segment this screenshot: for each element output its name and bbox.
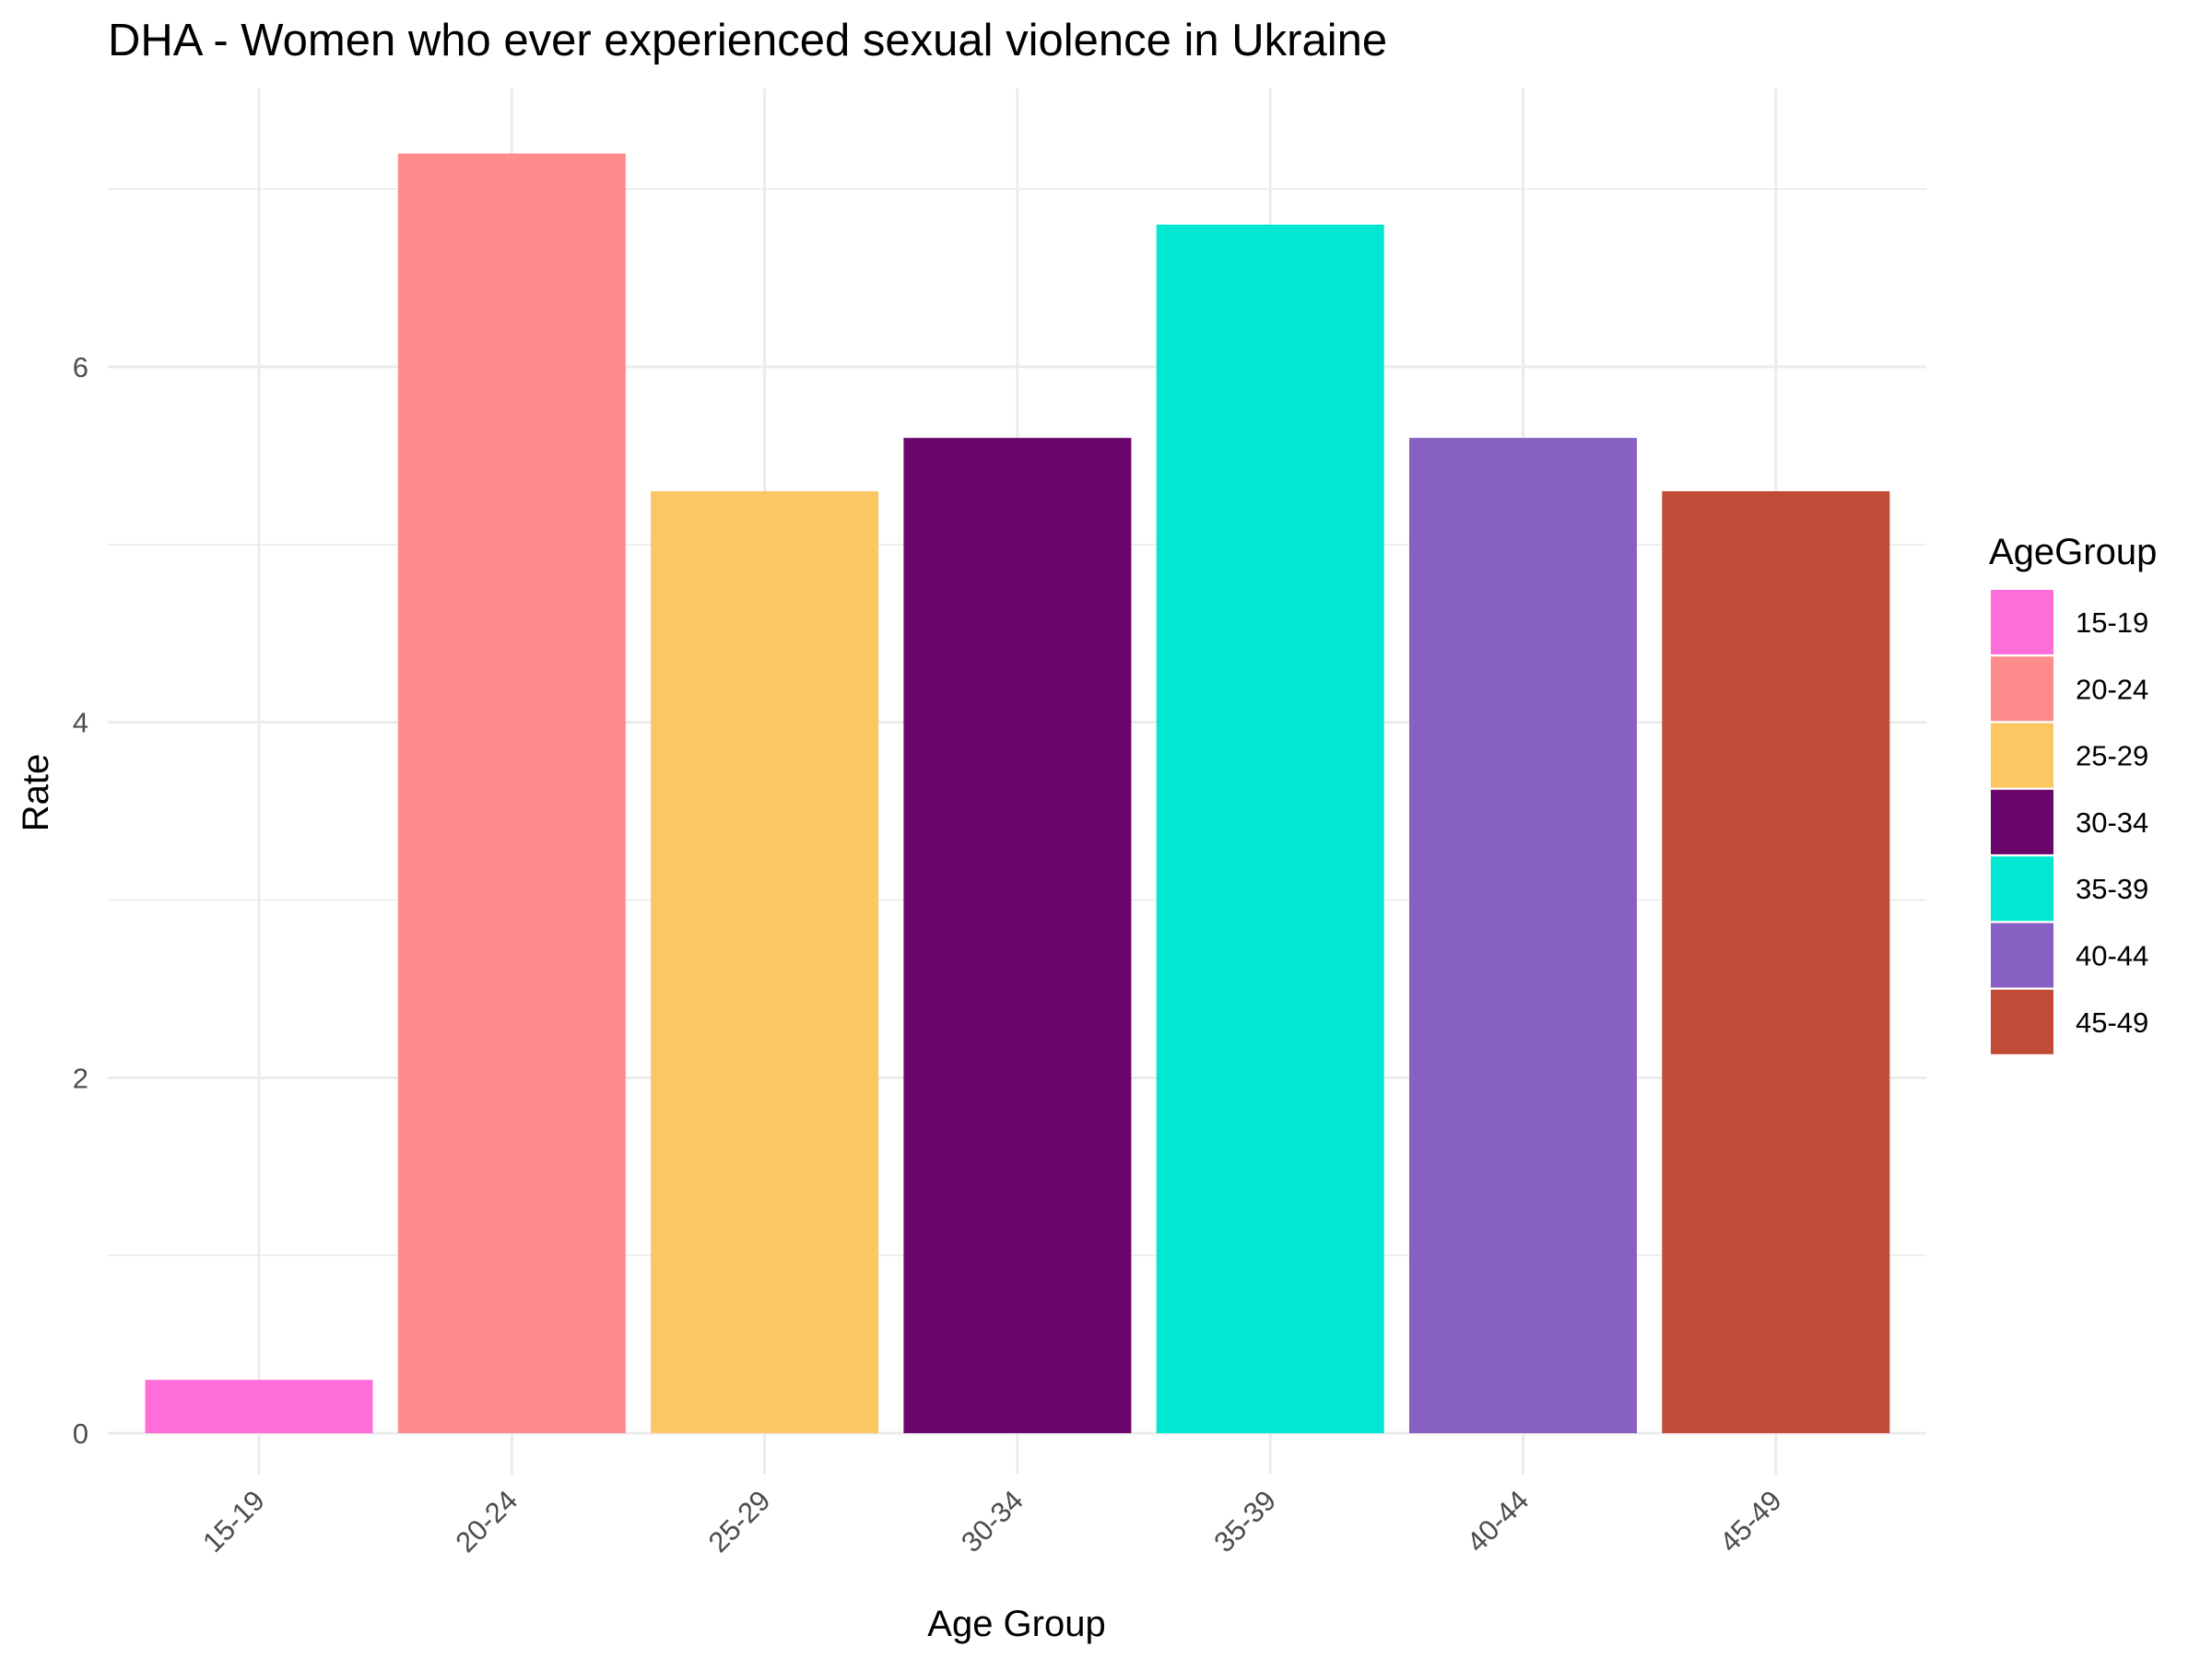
chart-title: DHA - Women who ever experienced sexual … <box>108 16 1387 65</box>
legend-key-35-39 <box>1991 856 2053 922</box>
y-tick-label: 4 <box>73 707 88 739</box>
legend-key-40-44 <box>1991 923 2053 988</box>
y-tick-label: 2 <box>73 1062 88 1094</box>
bar-35-39 <box>1156 224 1384 1433</box>
legend: AgeGroup 15-19 20-24 25-29 30-34 35-39 40-44 4… <box>1989 532 2157 1054</box>
x-tick-label: 30-34 <box>955 1484 1030 1559</box>
y-axis-title: Rate <box>16 754 56 832</box>
x-tick-label: 35-39 <box>1207 1484 1282 1559</box>
bar-20-24 <box>397 153 626 1434</box>
legend-key-45-49 <box>1991 989 2053 1054</box>
bar-15-19 <box>145 1380 373 1433</box>
x-axis-ticks: 15-19 20-24 25-29 30-34 35-39 40-44 45-49 <box>196 1484 1788 1559</box>
bar-40-44 <box>1409 438 1637 1434</box>
legend-label: 25-29 <box>2076 740 2148 772</box>
legend-key-25-29 <box>1991 723 2053 788</box>
y-tick-label: 6 <box>73 351 88 383</box>
x-tick-label: 20-24 <box>449 1484 524 1559</box>
legend-key-20-24 <box>1991 656 2053 722</box>
legend-key-30-34 <box>1991 789 2053 854</box>
y-tick-label: 0 <box>73 1418 88 1450</box>
legend-label: 15-19 <box>2076 606 2148 639</box>
legend-label: 35-39 <box>2076 873 2148 905</box>
x-tick-label: 25-29 <box>702 1484 777 1559</box>
y-axis-ticks: 0 2 4 6 <box>73 351 88 1450</box>
bars <box>145 153 1890 1434</box>
legend-title: AgeGroup <box>1989 532 2157 572</box>
x-tick-label: 15-19 <box>196 1484 271 1559</box>
legend-label: 40-44 <box>2076 940 2148 972</box>
bar-45-49 <box>1662 490 1890 1433</box>
legend-key-15-19 <box>1991 590 2053 654</box>
legend-label: 20-24 <box>2076 673 2148 705</box>
bar-25-29 <box>651 490 879 1433</box>
legend-label: 45-49 <box>2076 1006 2148 1039</box>
legend-label: 30-34 <box>2076 806 2148 839</box>
x-tick-label: 40-44 <box>1461 1484 1535 1559</box>
x-tick-label: 45-49 <box>1713 1484 1788 1559</box>
x-axis-title: Age Group <box>927 1604 1105 1644</box>
bar-30-34 <box>903 438 1132 1434</box>
